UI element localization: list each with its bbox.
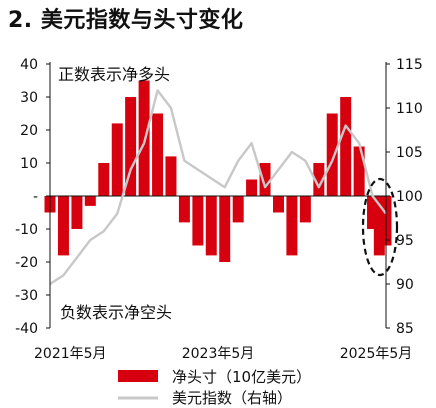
legend: 净头寸（10亿美元） 美元指数（右轴） <box>118 368 311 407</box>
net-position-bar <box>125 97 137 196</box>
legend-label-usd-index: 美元指数（右轴） <box>172 389 292 407</box>
x-tick-label: 2023年5月 <box>182 346 255 362</box>
net-position-bar <box>273 196 284 213</box>
net-position-bar <box>165 156 177 196</box>
net-position-bar <box>246 179 258 196</box>
net-position-bar <box>84 196 96 206</box>
left-tick-label: -40 <box>15 321 38 337</box>
usd-index-line <box>49 89 387 286</box>
left-tick-label: -10 <box>15 222 38 238</box>
left-tick-label: 30 <box>20 90 38 106</box>
highlight-ellipse <box>361 177 399 277</box>
usd-index-series <box>49 89 387 286</box>
net-position-bar <box>71 196 83 229</box>
legend-swatch-net-position <box>118 370 158 382</box>
net-position-bar <box>57 196 69 256</box>
net-position-bar <box>353 146 365 196</box>
net-position-bar <box>98 163 110 196</box>
right-tick-label: 85 <box>396 321 414 337</box>
x-tick-label: 2025年5月 <box>340 346 413 362</box>
right-tick-label: 110 <box>396 101 423 117</box>
net-position-bar <box>111 123 123 196</box>
annotation-net-long: 正数表示净多头 <box>58 65 170 84</box>
net-position-bar <box>192 196 204 246</box>
right-tick-label: 90 <box>396 277 414 293</box>
net-position-bar <box>326 113 338 196</box>
net-position-bar <box>373 196 385 256</box>
annotation-net-short: 负数表示净空头 <box>60 303 172 322</box>
net-position-bar <box>205 196 217 256</box>
x-tick-label: 2021年5月 <box>34 346 107 362</box>
net-position-bar <box>178 196 190 223</box>
right-tick-label: 100 <box>396 189 423 205</box>
right-tick-label: 105 <box>396 145 423 161</box>
net-position-bar <box>286 196 298 256</box>
net-position-bar <box>259 163 271 196</box>
right-tick-label: 115 <box>396 57 423 73</box>
left-tick-label: -20 <box>15 255 38 271</box>
left-tick-label: 40 <box>20 57 38 73</box>
net-position-bar <box>219 196 231 262</box>
left-tick-label: 10 <box>20 156 38 172</box>
chart-title: 2. 美元指数与头寸变化 <box>8 8 244 33</box>
left-tick-label: -30 <box>15 288 38 304</box>
net-position-bar <box>313 163 325 196</box>
left-tick-label: 20 <box>20 123 38 139</box>
net-position-bar <box>299 196 311 223</box>
right-tick-label: 95 <box>396 233 414 249</box>
net-position-bar <box>232 196 244 223</box>
left-tick-label: - <box>33 189 38 205</box>
legend-label-net-position: 净头寸（10亿美元） <box>172 368 311 386</box>
net-position-bar <box>152 113 164 196</box>
net-position-bar <box>138 80 150 196</box>
net-position-bar <box>340 97 352 196</box>
net-position-bar <box>367 196 379 229</box>
